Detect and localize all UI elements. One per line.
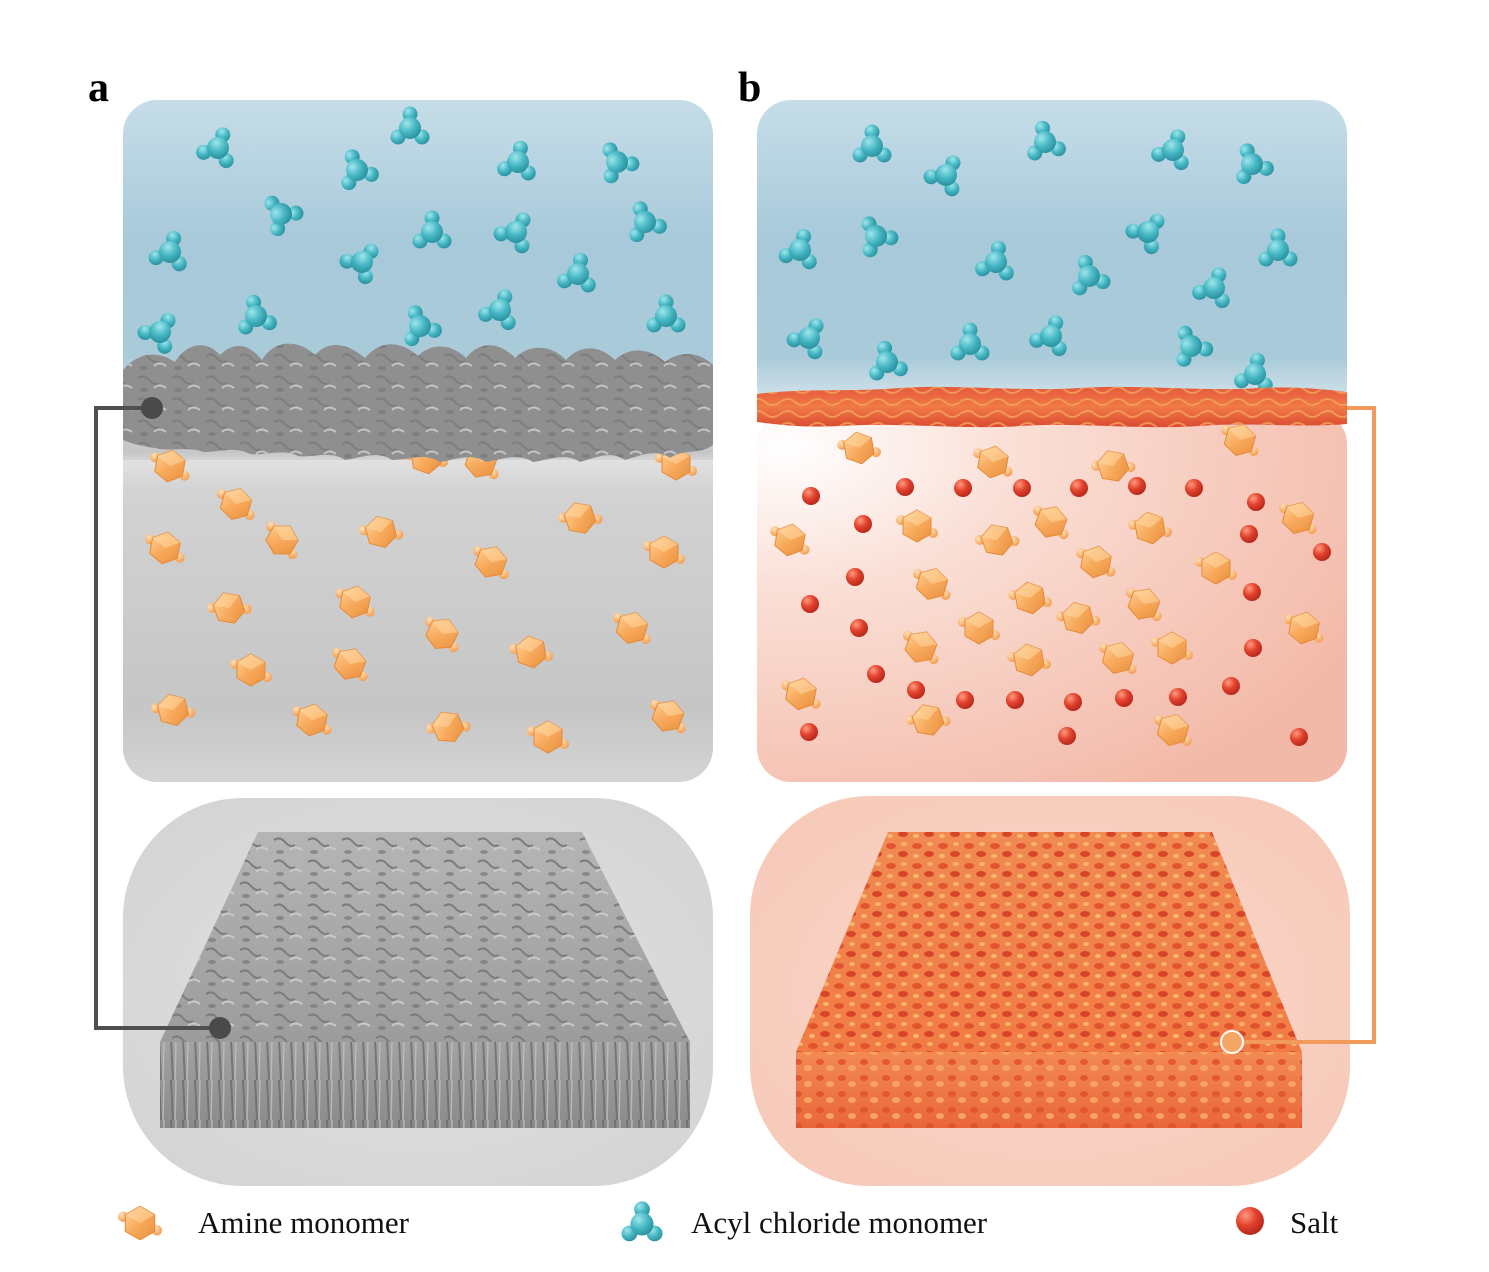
panel-b	[750, 100, 1376, 1186]
polyamide-layer-b	[757, 386, 1347, 428]
aqueous-phase-a	[123, 420, 713, 782]
salt-particle	[1290, 728, 1308, 746]
legend-label-amine: Amine monomer	[198, 1205, 409, 1240]
salt-particle	[1058, 727, 1076, 745]
polyamide-layer-a	[123, 343, 713, 462]
salt-particle	[1247, 493, 1265, 511]
legend-label-acyl: Acyl chloride monomer	[691, 1205, 988, 1240]
membrane-block-b	[796, 832, 1302, 1128]
aqueous-phase-b	[757, 410, 1347, 782]
connector-a-dot-top	[141, 397, 163, 419]
salt-particle	[907, 681, 925, 699]
salt-particle	[802, 487, 820, 505]
salt-particle	[1243, 583, 1261, 601]
salt-particle	[1185, 479, 1203, 497]
salt-particle	[801, 595, 819, 613]
panel-label-b: b	[738, 65, 762, 111]
amine-monomer-icon	[117, 1205, 163, 1241]
salt-particle	[1313, 543, 1331, 561]
salt-particle	[854, 515, 872, 533]
legend-item-salt: Salt	[1272, 1198, 1338, 1248]
legend-label-salt: Salt	[1290, 1205, 1339, 1240]
salt-particle	[1244, 639, 1262, 657]
salt-particle	[1006, 691, 1024, 709]
membrane-block-a	[160, 832, 690, 1128]
legend-item-amine: Amine monomer	[180, 1198, 409, 1248]
salt-particle	[1115, 689, 1133, 707]
salt-particle	[1013, 479, 1031, 497]
salt-particle	[800, 723, 818, 741]
connector-a-dot-bottom	[209, 1017, 231, 1039]
salt-particle	[1064, 693, 1082, 711]
connector-a	[94, 406, 220, 1030]
acyl-chloride-monomer-icon	[621, 1201, 663, 1242]
salt-particle	[867, 665, 885, 683]
salt-particle	[956, 691, 974, 709]
connector-b-dot	[1220, 1030, 1244, 1054]
salt-particle	[850, 619, 868, 637]
salt-particle	[896, 478, 914, 496]
organic-phase-a	[123, 100, 713, 420]
legend-item-acyl: Acyl chloride monomer	[673, 1198, 987, 1248]
salt-particle	[1128, 477, 1146, 495]
salt-particle	[954, 479, 972, 497]
salt-particle	[1169, 688, 1187, 706]
panel-a	[94, 100, 713, 1186]
salt-particle	[1070, 479, 1088, 497]
salt-particle	[1222, 677, 1240, 695]
panel-label-a: a	[88, 65, 109, 111]
salt-particle	[1240, 525, 1258, 543]
salt-icon	[1236, 1207, 1264, 1235]
connector-b	[1232, 406, 1376, 1044]
salt-particle	[846, 568, 864, 586]
